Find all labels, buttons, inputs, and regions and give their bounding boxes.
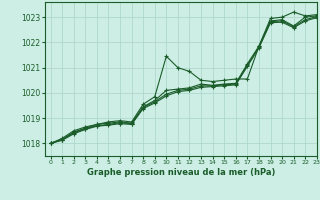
X-axis label: Graphe pression niveau de la mer (hPa): Graphe pression niveau de la mer (hPa) <box>87 168 275 177</box>
